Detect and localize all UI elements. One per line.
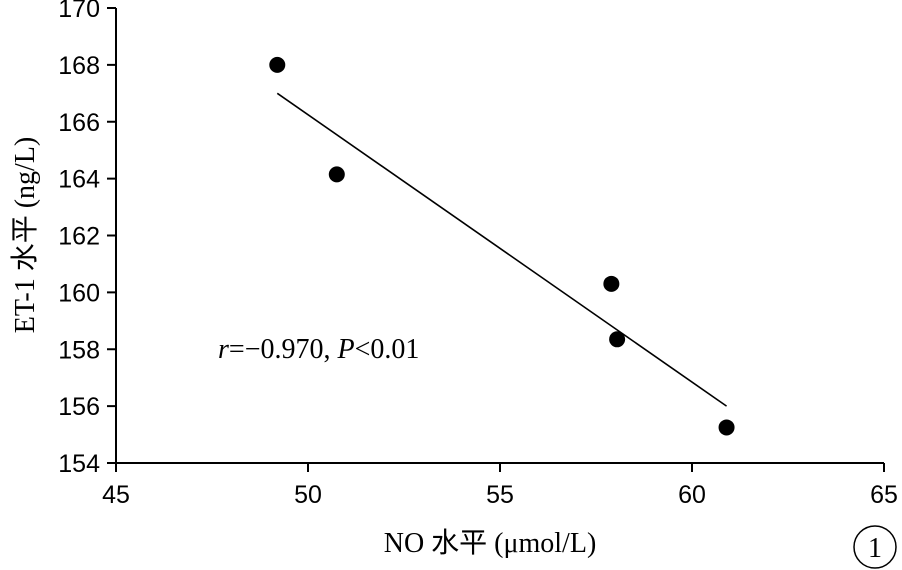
y-tick-label: 164 bbox=[58, 166, 100, 194]
correlation-annotation: r=−0.970, P<0.01 bbox=[218, 334, 419, 365]
x-axis-title: NO 水平 (μmol/L) bbox=[384, 527, 597, 559]
y-axis-title: ET-1 水平 (ng/L) bbox=[9, 137, 41, 334]
panel-label-circle bbox=[853, 525, 897, 569]
panel-label: 1 bbox=[853, 525, 897, 569]
x-tick-label: 45 bbox=[102, 481, 130, 509]
r-symbol: r bbox=[218, 334, 229, 365]
data-point bbox=[718, 419, 735, 436]
x-tick-label: 55 bbox=[486, 481, 514, 509]
y-tick-label: 154 bbox=[58, 450, 100, 478]
y-tick-label: 158 bbox=[58, 336, 100, 364]
data-point bbox=[328, 166, 345, 183]
x-tick-label: 50 bbox=[294, 481, 322, 509]
data-point bbox=[603, 275, 620, 292]
data-point bbox=[609, 331, 626, 348]
y-tick-label: 156 bbox=[58, 393, 100, 421]
data-points bbox=[269, 56, 735, 436]
trend-line bbox=[276, 92, 728, 407]
r-value: =−0.970, bbox=[229, 334, 338, 365]
p-symbol: P bbox=[337, 334, 355, 365]
y-tick-label: 160 bbox=[58, 279, 100, 307]
y-tick-label: 170 bbox=[58, 0, 100, 23]
x-tick-label: 65 bbox=[870, 481, 898, 509]
y-tick-label: 168 bbox=[58, 52, 100, 80]
panel-label-text: 1 bbox=[868, 533, 882, 564]
x-ticks: 45 50 55 60 65 bbox=[102, 463, 898, 509]
x-tick-label: 60 bbox=[678, 481, 706, 509]
y-ticks: 154 156 158 160 162 164 166 168 170 bbox=[58, 0, 116, 478]
axes: 45 50 55 60 65 154 156 158 160 162 164 166 168 170 bbox=[58, 0, 898, 509]
data-point bbox=[269, 56, 286, 73]
y-tick-label: 162 bbox=[58, 223, 100, 251]
p-value: <0.01 bbox=[355, 334, 420, 365]
y-tick-label: 166 bbox=[58, 109, 100, 137]
